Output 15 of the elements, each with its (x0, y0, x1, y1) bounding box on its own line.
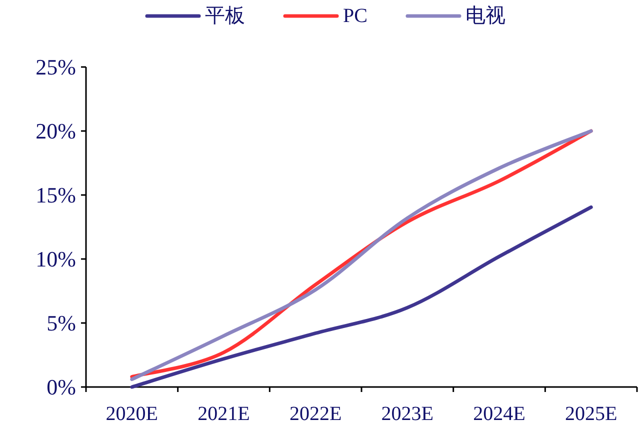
y-tick-label: 10% (36, 246, 76, 272)
x-tick-label: 2024E (473, 403, 526, 425)
y-tick-label: 20% (36, 118, 76, 144)
x-tick-label: 2021E (198, 403, 250, 425)
x-tick-label: 2023E (381, 403, 434, 425)
legend-label: 电视 (465, 5, 506, 27)
y-tick-label: 15% (36, 182, 76, 208)
legend-label: 平板 (205, 5, 245, 27)
y-tick-label: 25% (36, 54, 76, 80)
legend-label: PC (343, 5, 368, 27)
y-tick-label: 0% (46, 374, 76, 400)
x-tick-label: 2020E (106, 403, 158, 425)
x-tick-label: 2022E (289, 403, 342, 425)
x-tick-label: 2025E (564, 403, 618, 425)
y-tick-label: 5% (46, 310, 76, 336)
